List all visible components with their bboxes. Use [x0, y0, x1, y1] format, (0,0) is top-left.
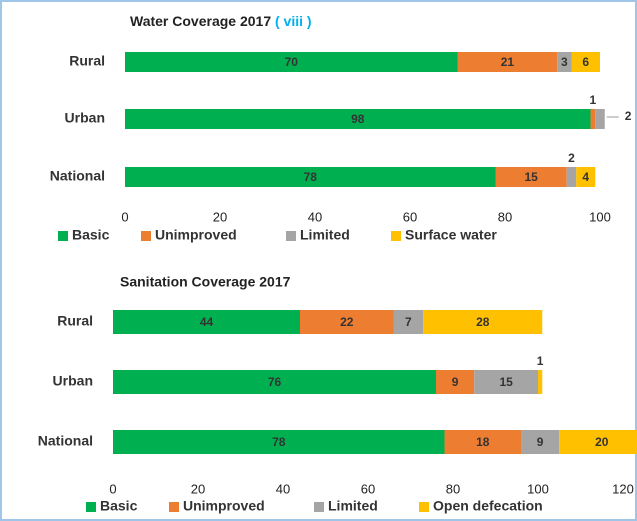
legend-label: Limited	[300, 227, 350, 243]
data-label: 98	[351, 112, 365, 126]
bar-segment	[557, 52, 572, 72]
legend-label: Unimproved	[183, 498, 265, 514]
legend-label: Unimproved	[155, 227, 237, 243]
x-tick-label: 100	[589, 209, 611, 224]
bar-segment	[566, 167, 577, 187]
bar-segment	[300, 310, 394, 334]
title-suffix: ( viii )	[275, 13, 312, 29]
bar-segment	[125, 109, 591, 129]
data-label: 1	[590, 93, 597, 107]
legend-swatch	[141, 231, 151, 241]
data-label: 15	[524, 170, 538, 184]
bar-segment	[495, 167, 567, 187]
x-tick-label: 20	[191, 481, 205, 496]
data-label: 78	[272, 435, 286, 449]
legend-swatch	[58, 231, 68, 241]
legend-swatch	[169, 502, 179, 512]
x-tick-label: 120	[612, 481, 634, 496]
legend-label: Limited	[328, 498, 378, 514]
x-tick-label: 40	[308, 209, 322, 224]
bar-segment	[590, 109, 596, 129]
x-tick-label: 0	[109, 481, 116, 496]
chart-title: Sanitation Coverage 2017	[120, 274, 291, 290]
bar-segment	[521, 430, 560, 454]
bar-segment	[559, 430, 637, 454]
bar-segment	[125, 167, 496, 187]
bar-segment	[571, 52, 600, 72]
data-label: 22	[340, 315, 354, 329]
data-label: 1	[537, 354, 544, 368]
data-label: 9	[537, 435, 544, 449]
legend-swatch	[391, 231, 401, 241]
legend-swatch	[286, 231, 296, 241]
category-label: Rural	[69, 53, 105, 69]
data-label: 21	[501, 55, 515, 69]
bar-segment	[436, 370, 475, 394]
data-label: 15	[499, 375, 513, 389]
x-tick-label: 60	[403, 209, 417, 224]
data-label: 7	[405, 315, 412, 329]
category-label: Rural	[57, 313, 93, 329]
bar-segment	[393, 310, 424, 334]
category-label: National	[38, 433, 93, 449]
legend-swatch	[314, 502, 324, 512]
data-label: 78	[304, 170, 318, 184]
data-label: 44	[200, 315, 214, 329]
category-label: National	[50, 168, 105, 184]
x-tick-label: 20	[213, 209, 227, 224]
legend-swatch	[86, 502, 96, 512]
bar-segment	[113, 310, 300, 334]
bar-segment	[474, 370, 538, 394]
bar-segment	[444, 430, 521, 454]
x-tick-label: 60	[361, 481, 375, 496]
x-tick-label: 80	[446, 481, 460, 496]
legend-label: Basic	[100, 498, 138, 514]
data-label: 18	[476, 435, 490, 449]
bar-segment	[125, 52, 458, 72]
legend-label: Surface water	[405, 227, 497, 243]
data-label: 28	[476, 315, 490, 329]
title-text: Water Coverage 2017	[130, 13, 271, 29]
x-tick-label: 40	[276, 481, 290, 496]
data-label: 2	[568, 151, 575, 165]
bar-segment	[538, 370, 543, 394]
data-label: 76	[268, 375, 282, 389]
x-tick-label: 80	[498, 209, 512, 224]
data-label: 4	[582, 170, 589, 184]
bar-segment	[576, 167, 596, 187]
bar-segment	[457, 52, 558, 72]
x-tick-label: 0	[121, 209, 128, 224]
bar-segment	[595, 109, 605, 129]
data-label: 3	[561, 55, 568, 69]
legend-label: Open defecation	[433, 498, 543, 514]
data-label: 6	[582, 55, 589, 69]
legend-swatch	[419, 502, 429, 512]
data-label: 2	[625, 109, 632, 123]
bar-segment	[113, 370, 436, 394]
data-label: 9	[452, 375, 459, 389]
category-label: Urban	[65, 110, 105, 126]
category-label: Urban	[53, 373, 93, 389]
data-label: 70	[285, 55, 299, 69]
legend-label: Basic	[72, 227, 110, 243]
chart-title: Water Coverage 2017 ( viii )	[130, 13, 312, 29]
bar-segment	[113, 430, 445, 454]
data-label: 20	[595, 435, 609, 449]
bar-segment	[423, 310, 543, 334]
x-tick-label: 100	[527, 481, 549, 496]
